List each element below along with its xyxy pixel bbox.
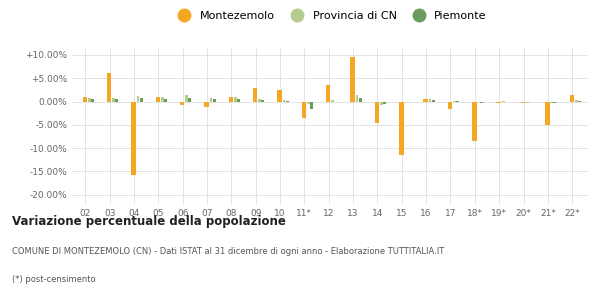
Bar (578, 101, 581, 102)
Bar (380, 102, 383, 105)
Bar (262, 100, 264, 102)
Text: Variazione percentuale della popolazione: Variazione percentuale della popolazione (12, 214, 286, 227)
Bar (521, 102, 525, 103)
Bar (529, 102, 532, 103)
Bar (575, 100, 578, 102)
Bar (472, 102, 476, 141)
Bar (234, 97, 237, 102)
Bar (212, 99, 215, 102)
Bar (456, 101, 459, 102)
Bar (185, 95, 188, 102)
Bar (286, 101, 289, 102)
Bar (209, 98, 212, 102)
Bar (188, 98, 191, 102)
Bar (205, 102, 209, 107)
Bar (569, 94, 574, 102)
Bar (83, 97, 87, 102)
Bar (359, 98, 362, 102)
Bar (383, 102, 386, 104)
Bar (164, 99, 167, 102)
Bar (310, 102, 313, 109)
Bar (302, 102, 306, 118)
Bar (156, 97, 160, 102)
Bar (375, 102, 379, 123)
Bar (161, 97, 164, 102)
Bar (112, 98, 115, 102)
Bar (502, 100, 505, 102)
Bar (550, 102, 553, 103)
Bar (107, 73, 112, 102)
Bar (496, 102, 501, 103)
Bar (477, 102, 480, 103)
Bar (545, 102, 550, 125)
Bar (399, 102, 404, 155)
Bar (326, 85, 331, 102)
Bar (180, 102, 184, 105)
Bar (553, 102, 556, 103)
Bar (91, 99, 94, 102)
Bar (307, 102, 310, 104)
Bar (350, 57, 355, 102)
Bar (453, 100, 456, 102)
Bar (277, 90, 282, 102)
Bar (424, 99, 428, 102)
Bar (258, 99, 261, 102)
Legend: Montezemolo, Provincia di CN, Piemonte: Montezemolo, Provincia di CN, Piemonte (169, 7, 491, 26)
Bar (481, 102, 484, 103)
Bar (253, 88, 257, 102)
Text: (*) post-censimento: (*) post-censimento (12, 274, 95, 284)
Bar (140, 98, 143, 102)
Bar (237, 99, 240, 102)
Bar (331, 100, 334, 102)
Bar (283, 100, 286, 102)
Bar (526, 102, 529, 103)
Bar (115, 99, 118, 102)
Bar (428, 99, 431, 102)
Bar (448, 102, 452, 109)
Bar (88, 98, 91, 102)
Bar (356, 94, 358, 102)
Bar (229, 97, 233, 102)
Bar (137, 96, 139, 102)
Text: COMUNE DI MONTEZEMOLO (CN) - Dati ISTAT al 31 dicembre di ogni anno - Elaborazio: COMUNE DI MONTEZEMOLO (CN) - Dati ISTAT … (12, 248, 444, 256)
Bar (131, 102, 136, 175)
Bar (432, 100, 434, 102)
